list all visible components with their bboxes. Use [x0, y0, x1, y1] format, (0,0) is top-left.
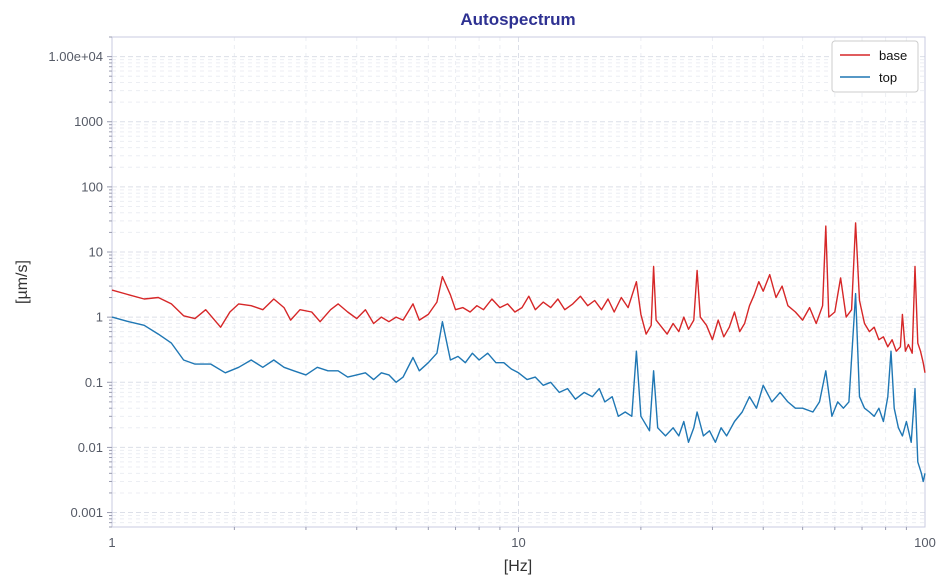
x-tick-label: 100: [914, 535, 936, 550]
y-tick-label: 10: [89, 245, 103, 260]
legend-box: [831, 40, 919, 93]
axis-ticks: 1 10 100 0.001 0.01 0.1 1 10 100 1000 1.00e+04: [48, 36, 936, 550]
y-axis-title: [µm/s]: [14, 260, 31, 304]
x-tick-label: 10: [511, 535, 525, 550]
legend-label-base: base: [879, 48, 907, 63]
y-tick-label: 0.01: [78, 440, 103, 455]
chart-title: Autospectrum: [460, 10, 575, 29]
y-tick-label: 1000: [74, 114, 103, 129]
y-tick-label: 0.1: [85, 375, 103, 390]
legend-label-top: top: [879, 70, 897, 85]
grid-lines: [111, 36, 926, 528]
legend: base top: [831, 40, 919, 93]
y-tick-label: 1.00e+04: [48, 49, 103, 64]
data-series: [111, 222, 926, 483]
y-tick-label: 1: [96, 310, 103, 325]
series-line-base: [111, 222, 926, 373]
x-tick-label: 1: [108, 535, 115, 550]
series-line-top: [111, 292, 926, 483]
x-axis-title: [Hz]: [504, 558, 532, 575]
y-tick-label: 0.001: [70, 505, 103, 520]
y-tick-label: 100: [81, 179, 103, 194]
